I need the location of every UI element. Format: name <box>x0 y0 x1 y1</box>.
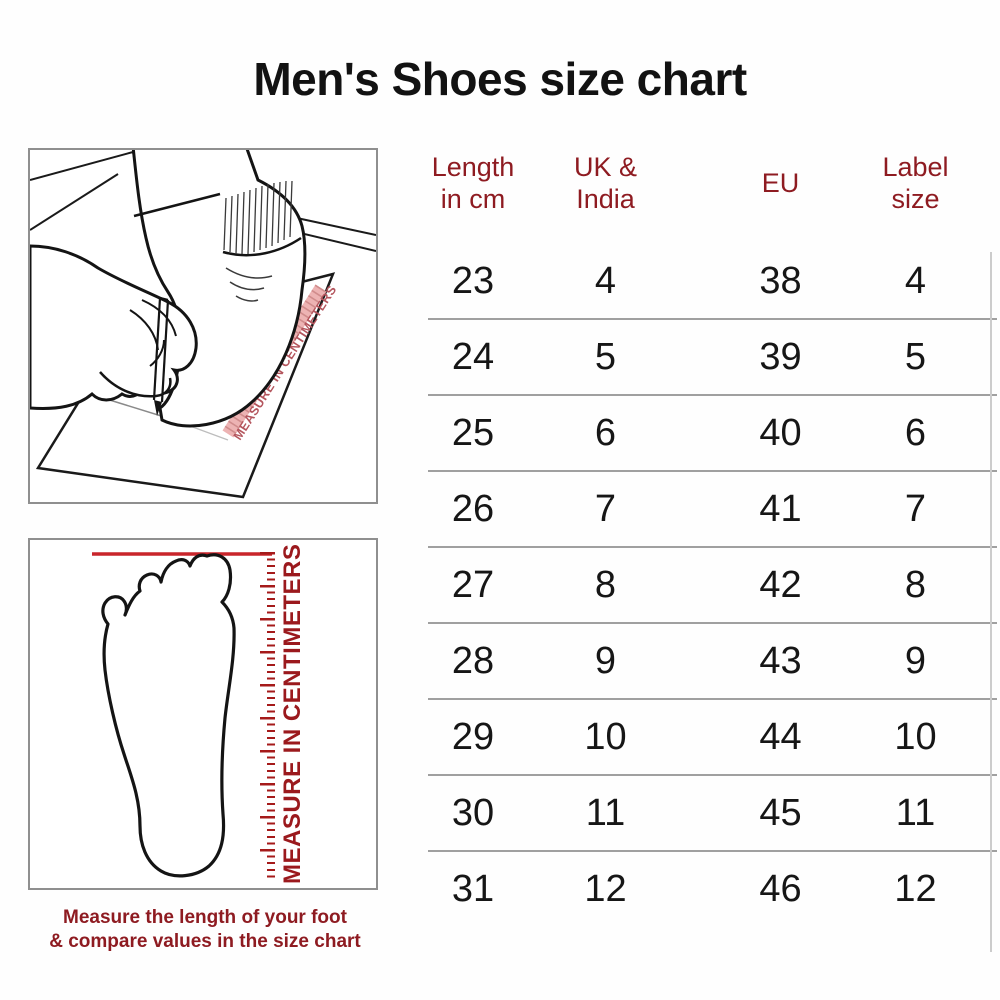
cell-length-cm: 26 <box>451 487 495 530</box>
table-row: 30 11 45 11 <box>428 774 997 850</box>
cell-label-size: 8 <box>904 563 927 606</box>
cell-eu: 44 <box>759 715 802 758</box>
table-body: 23 4 38 4 24 5 39 5 25 6 40 6 26 7 41 7 <box>428 244 997 926</box>
header-line: size <box>891 184 940 214</box>
table-row: 24 5 39 5 <box>428 318 997 394</box>
header-line: in cm <box>440 184 506 214</box>
cell-uk-india: 7 <box>594 487 617 530</box>
cell-length-cm: 24 <box>451 335 495 378</box>
cell-eu: 46 <box>759 867 802 910</box>
cell-length-cm: 30 <box>451 791 495 834</box>
sock-rib-hatching <box>223 180 293 255</box>
cell-uk-india: 8 <box>594 563 617 606</box>
illustration-box-foot-outline: MEASURE IN CENTIMETERS <box>28 538 378 890</box>
cell-length-cm: 31 <box>451 867 495 910</box>
table-row: 23 4 38 4 <box>428 244 997 318</box>
cell-eu: 42 <box>759 563 802 606</box>
table-header-row: Length in cm UK & India EU Label size <box>428 140 997 228</box>
cell-eu: 41 <box>759 487 802 530</box>
table-right-edge-line <box>990 252 992 952</box>
cell-length-cm: 23 <box>451 259 495 302</box>
table-row: 28 9 43 9 <box>428 622 997 698</box>
foot-with-sock <box>131 150 307 428</box>
header-spacer <box>963 140 997 228</box>
table-row: 26 7 41 7 <box>428 470 997 546</box>
cell-uk-india: 4 <box>594 259 617 302</box>
cell-uk-india: 10 <box>584 715 627 758</box>
foot-outline-illustration <box>92 552 272 878</box>
size-chart-table: Length in cm UK & India EU Label size 23… <box>428 140 997 926</box>
cell-label-size: 9 <box>904 639 927 682</box>
cell-uk-india: 9 <box>594 639 617 682</box>
hand <box>30 244 198 410</box>
cell-eu: 39 <box>759 335 802 378</box>
cell-eu: 40 <box>759 411 802 454</box>
cell-eu: 45 <box>759 791 802 834</box>
pencil <box>152 296 170 416</box>
cell-label-size: 11 <box>895 791 936 834</box>
cell-length-cm: 29 <box>451 715 495 758</box>
foot-outline <box>101 553 236 878</box>
column-header-length-cm: Length in cm <box>428 140 518 228</box>
column-header-label-size: Label size <box>868 140 963 228</box>
table-row: 31 12 46 12 <box>428 850 997 926</box>
header-line: Label <box>882 152 949 183</box>
hand-marking-foot-illustration: MEASURE IN CENTIMETERS <box>30 150 376 499</box>
cell-eu: 38 <box>759 259 802 302</box>
cell-label-size: 5 <box>904 335 927 378</box>
cell-uk-india: 12 <box>584 867 627 910</box>
measure-instructions-line2: & compare values in the size chart <box>49 930 361 952</box>
header-line: Length <box>431 152 515 183</box>
table-row: 27 8 42 8 <box>428 546 997 622</box>
cell-uk-india: 11 <box>585 791 626 834</box>
ruler-label-vertical: MEASURE IN CENTIMETERS <box>279 543 306 885</box>
cell-label-size: 12 <box>894 867 937 910</box>
cell-label-size: 4 <box>904 259 927 302</box>
header-line: EU <box>761 168 800 199</box>
measure-instructions: Measure the length of your foot & compar… <box>5 906 405 954</box>
cell-length-cm: 28 <box>451 639 495 682</box>
ankle-fold-lines <box>225 267 273 302</box>
measure-instructions-line1: Measure the length of your foot <box>63 907 347 928</box>
ruler-ticks <box>260 552 275 878</box>
column-header-uk-india: UK & India <box>518 140 693 228</box>
cell-label-size: 7 <box>904 487 927 530</box>
cell-length-cm: 25 <box>451 411 495 454</box>
header-line: India <box>576 184 635 214</box>
cell-eu: 43 <box>759 639 802 682</box>
table-row: 29 10 44 10 <box>428 698 997 774</box>
table-row: 25 6 40 6 <box>428 394 997 470</box>
cell-uk-india: 6 <box>594 411 617 454</box>
illustration-box-measuring-foot: MEASURE IN CENTIMETERS <box>28 148 378 504</box>
thumb <box>99 371 172 398</box>
cell-uk-india: 5 <box>594 335 617 378</box>
header-line: UK & <box>573 152 638 183</box>
cell-label-size: 6 <box>904 411 927 454</box>
column-header-eu: EU <box>693 140 868 228</box>
cell-length-cm: 27 <box>451 563 495 606</box>
page-title: Men's Shoes size chart <box>253 53 747 105</box>
cell-label-size: 10 <box>894 715 937 758</box>
